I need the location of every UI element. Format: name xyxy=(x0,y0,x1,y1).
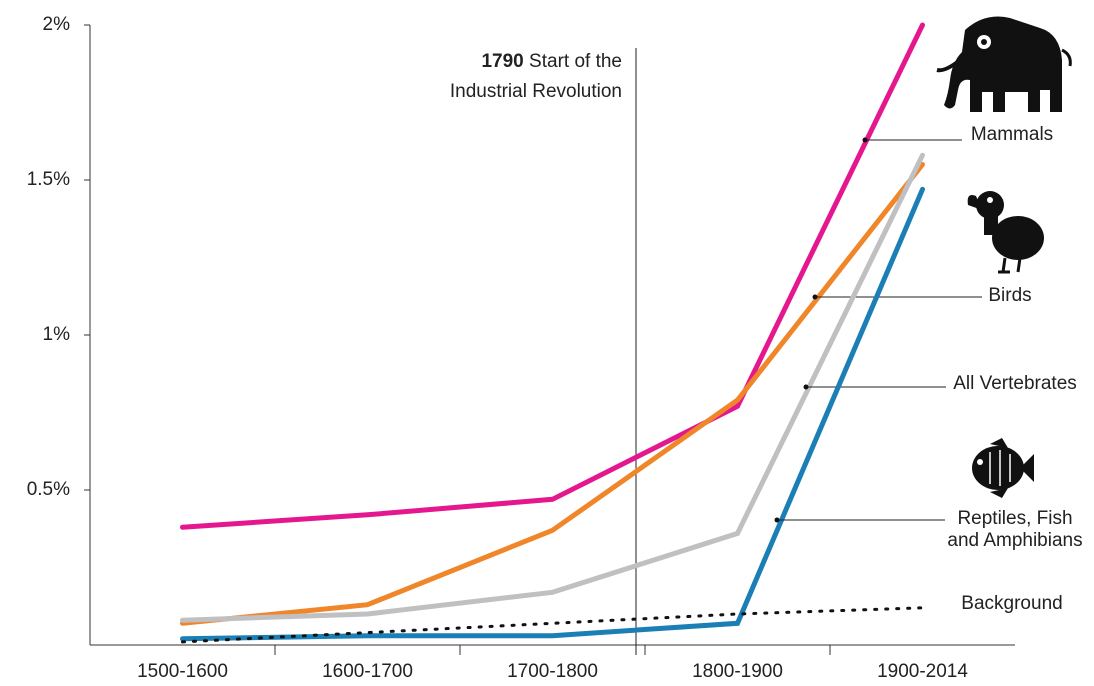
series-label: Mammals xyxy=(971,124,1053,145)
x-tick-label: 1500-1600 xyxy=(137,661,228,682)
leader-dot xyxy=(862,137,868,143)
leader-dot xyxy=(774,517,780,523)
elephant-icon xyxy=(936,16,1072,112)
annotation-line-text: Start of the xyxy=(529,51,622,72)
dotted-line xyxy=(181,606,924,644)
x-tick-label: 1900-2014 xyxy=(877,661,968,682)
dodo-icon xyxy=(967,191,1044,274)
y-tick-label: 0.5% xyxy=(27,479,70,500)
series-label: Birds xyxy=(988,285,1031,306)
series-label: Background xyxy=(961,593,1062,614)
series-line xyxy=(180,22,925,530)
x-tick-label: 1600-1700 xyxy=(322,661,413,682)
series-label: Reptiles, Fish and Amphibians xyxy=(947,508,1083,551)
series-label: All Vertebrates xyxy=(953,373,1077,394)
annotation-text: 1790 Start of the xyxy=(481,51,622,72)
y-tick-label: 1.5% xyxy=(27,169,70,190)
x-tick-label: 1800-1900 xyxy=(692,661,783,682)
icons xyxy=(936,16,1072,498)
leader-dot xyxy=(812,294,818,300)
x-tick-label: 1700-1800 xyxy=(507,661,598,682)
leader-dot xyxy=(803,384,809,390)
fish-icon xyxy=(972,438,1034,498)
series-line xyxy=(180,152,925,623)
y-tick-label: 1% xyxy=(43,324,71,345)
annotation-text: Industrial Revolution xyxy=(450,81,622,102)
annotation-year: 1790 xyxy=(481,51,523,72)
series-line xyxy=(180,162,925,626)
y-tick-label: 2% xyxy=(43,14,71,35)
